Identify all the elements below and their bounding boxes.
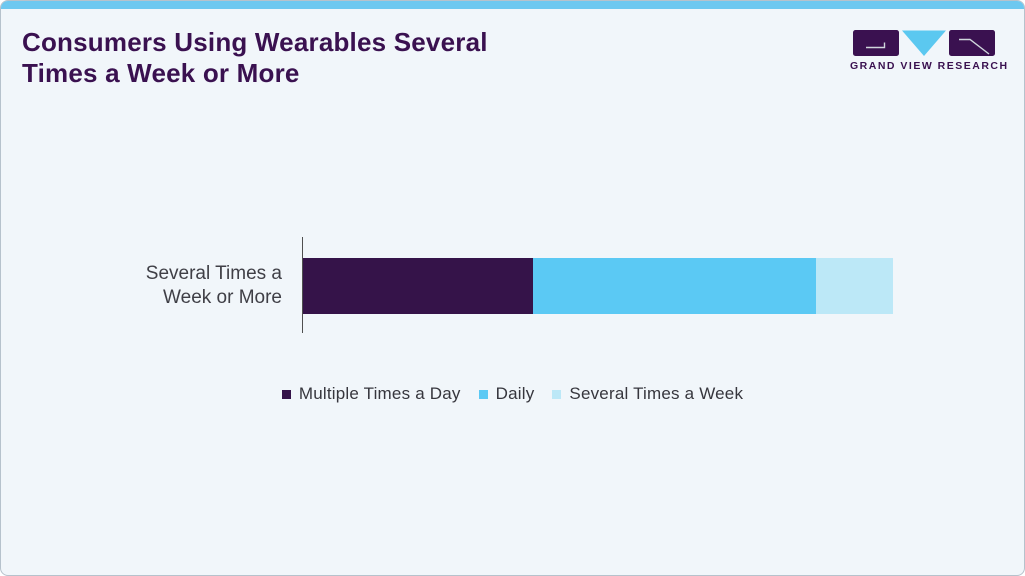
logo-g-block [853, 30, 899, 56]
y-axis-line [302, 237, 303, 333]
legend-item: Several Times a Week [552, 384, 743, 404]
legend-label: Several Times a Week [569, 384, 744, 403]
legend-swatch [281, 389, 291, 399]
top-accent-strip [1, 1, 1024, 9]
legend: Multiple Times a Day Daily Several Times a… [1, 384, 1024, 404]
legend-item: Daily [478, 384, 535, 404]
logo-g-glyph [866, 42, 886, 49]
page-title: Consumers Using Wearables Several Times … [22, 27, 488, 88]
y-axis-category-label: Several Times a Week or More [145, 263, 282, 308]
stacked-bar [303, 258, 893, 314]
legend-label: Multiple Times a Day [298, 384, 461, 403]
logo-wordmark: GRAND VIEW RESEARCH [850, 60, 1009, 72]
gvr-logo-icon [853, 30, 995, 56]
bar-segment-several-times-a-week [816, 258, 893, 314]
logo-v-icon [902, 30, 946, 56]
legend-item: Multiple Times a Day [281, 384, 461, 404]
logo-r-glyph [959, 38, 990, 55]
logo-r-block [949, 30, 995, 56]
bar-segment-multiple-times-a-day [303, 258, 534, 314]
bar-segment-daily [533, 258, 817, 314]
grand-view-research-logo: GRAND VIEW RESEARCH [850, 30, 1009, 72]
legend-label: Daily [495, 384, 535, 403]
legend-swatch [478, 389, 488, 399]
legend-swatch [552, 389, 562, 399]
